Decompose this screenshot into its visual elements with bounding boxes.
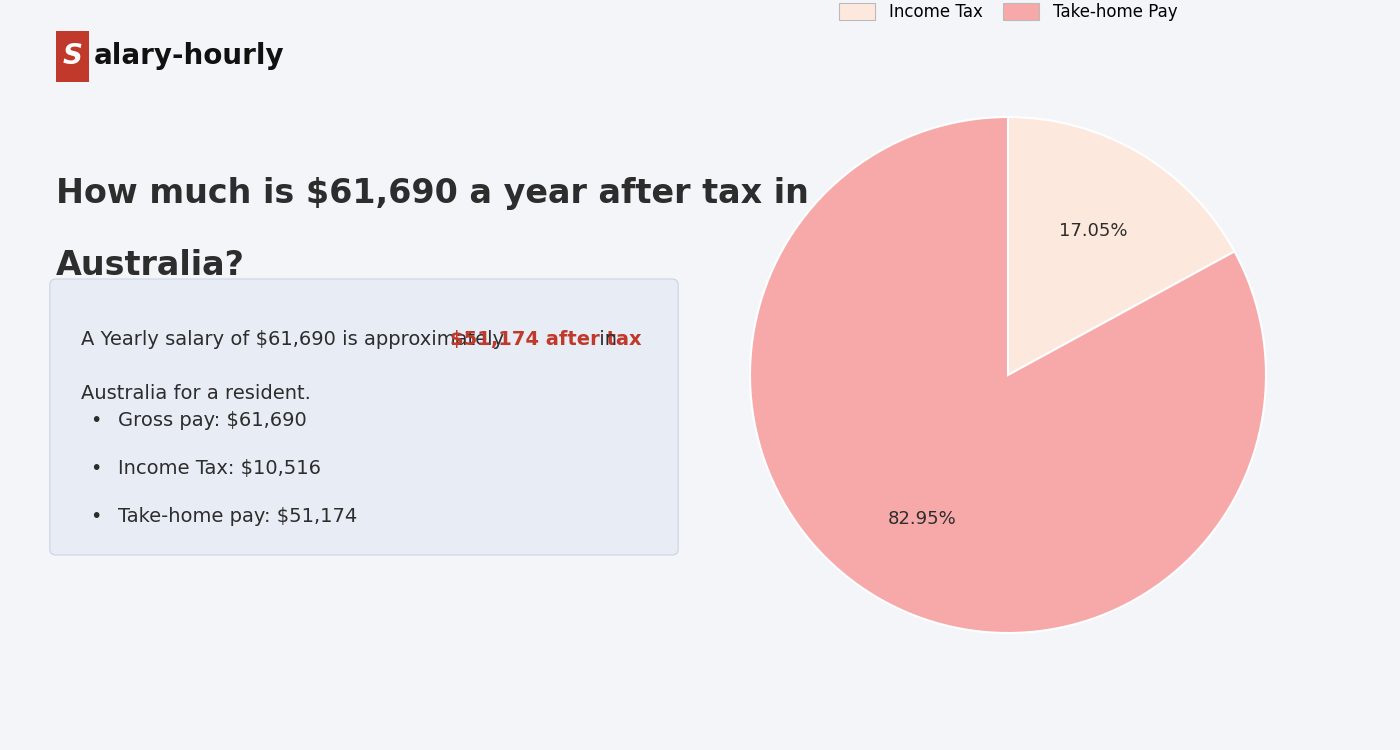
Text: $51,174 after tax: $51,174 after tax bbox=[451, 330, 641, 349]
Text: Income Tax: $10,516: Income Tax: $10,516 bbox=[118, 459, 321, 478]
Text: 17.05%: 17.05% bbox=[1060, 222, 1128, 240]
Wedge shape bbox=[1008, 117, 1235, 375]
Text: alary-hourly: alary-hourly bbox=[94, 42, 284, 70]
Legend: Income Tax, Take-home Pay: Income Tax, Take-home Pay bbox=[832, 0, 1184, 28]
Wedge shape bbox=[750, 117, 1266, 633]
Text: Australia?: Australia? bbox=[56, 249, 245, 282]
Text: •: • bbox=[90, 459, 101, 478]
Text: in: in bbox=[594, 330, 617, 349]
Text: •: • bbox=[90, 411, 101, 430]
Text: Australia for a resident.: Australia for a resident. bbox=[81, 384, 311, 403]
FancyBboxPatch shape bbox=[50, 279, 678, 555]
Text: 82.95%: 82.95% bbox=[888, 510, 956, 528]
Text: Take-home pay: $51,174: Take-home pay: $51,174 bbox=[118, 507, 357, 526]
Text: A Yearly salary of $61,690 is approximately: A Yearly salary of $61,690 is approximat… bbox=[81, 330, 510, 349]
Text: S: S bbox=[63, 42, 83, 70]
FancyBboxPatch shape bbox=[56, 31, 88, 82]
Text: Gross pay: $61,690: Gross pay: $61,690 bbox=[118, 411, 307, 430]
Text: •: • bbox=[90, 507, 101, 526]
Text: How much is $61,690 a year after tax in: How much is $61,690 a year after tax in bbox=[56, 177, 809, 210]
